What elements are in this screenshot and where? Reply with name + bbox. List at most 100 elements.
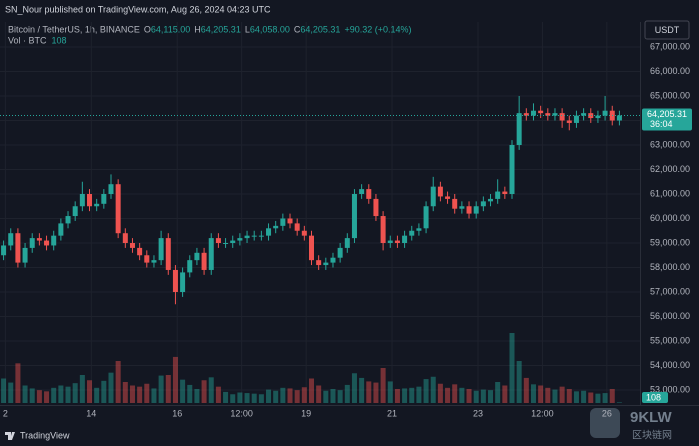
candle-body [230, 240, 236, 244]
volume-bar [595, 393, 601, 403]
legend-value: 64,205.31 [300, 24, 340, 34]
y-tick-label: 53,000.00 [650, 384, 690, 394]
candle-body [308, 235, 315, 261]
candle-body [366, 189, 372, 199]
legend-value: 64,205.31 [201, 24, 241, 34]
volume-bar [373, 382, 379, 403]
volume-bar [545, 387, 551, 403]
volume-bar [273, 390, 279, 403]
volume-bar [409, 387, 415, 403]
volume-bar [402, 388, 408, 403]
candle-body [473, 206, 479, 214]
x-tick-label: 2 [3, 408, 8, 418]
x-tick-label: 14 [86, 408, 96, 418]
candle-body [373, 198, 379, 217]
volume-bar [552, 389, 558, 403]
currency[interactable]: USDT [655, 25, 680, 35]
candle-body [201, 252, 207, 270]
candle-body [437, 186, 443, 197]
legend-value: +90.32 (+0.14%) [344, 24, 411, 34]
candle-body [223, 243, 229, 245]
volume-bar [101, 380, 107, 403]
candle-body [566, 120, 572, 123]
candle-body [480, 201, 486, 207]
price-tag-label: 64,205.31 [647, 109, 687, 119]
volume-bar [416, 386, 422, 403]
volume-bar [187, 384, 193, 403]
volume-bar [566, 389, 572, 403]
volume-bar [473, 390, 479, 403]
volume-bar [538, 385, 544, 403]
volume-bar [337, 390, 343, 403]
volume-bar [223, 391, 229, 403]
candle-body [545, 113, 551, 116]
volume-bar [230, 394, 236, 403]
volume-bar [466, 389, 472, 403]
volume-bar [323, 390, 329, 403]
candle-body [530, 110, 536, 116]
candle-body [488, 198, 494, 202]
price-tag-countdown: 36:04 [650, 119, 673, 129]
candle-body [452, 198, 458, 209]
candle-body [44, 240, 50, 246]
candle-body [273, 225, 279, 229]
volume-bar [251, 393, 257, 403]
volume-bar [602, 393, 608, 403]
candle-body [122, 233, 128, 244]
candle-body [380, 216, 386, 244]
candle-body [616, 115, 622, 121]
volume-bar [1, 378, 7, 403]
volume-bar [215, 386, 221, 403]
volume-bar [452, 384, 458, 403]
publish-header: SN_Nour published on TradingView.com, Au… [5, 4, 271, 14]
candle-body [58, 223, 64, 236]
volume-bar [194, 389, 200, 403]
volume-bar [359, 377, 365, 403]
candle-body [172, 269, 178, 293]
candle-body [445, 196, 451, 199]
volume-bar [308, 378, 315, 403]
volume-bar [87, 380, 93, 403]
candle-body [459, 206, 465, 209]
volume-bar [480, 389, 486, 403]
candle-body [323, 262, 329, 266]
candle-body [552, 113, 558, 116]
footer-bar [0, 426, 699, 446]
volume-bar [573, 391, 579, 403]
volume-bar [280, 387, 286, 403]
candle-body [351, 194, 357, 239]
candle-body [15, 233, 21, 263]
volume-bar [65, 386, 71, 403]
volume-bar [351, 373, 357, 403]
candle-body [87, 194, 93, 207]
candle-body [316, 260, 322, 266]
candle-body [208, 238, 214, 270]
candle-body [165, 238, 171, 270]
volume-bar [72, 383, 78, 403]
candle-body [416, 228, 422, 231]
candle-body [244, 235, 250, 239]
candle-body [79, 194, 85, 207]
candle-body [409, 230, 415, 236]
candle-body [301, 230, 307, 236]
volume-bar [445, 387, 451, 403]
volume-bar [509, 333, 515, 403]
tv-logo [5, 432, 15, 440]
candle-body [194, 252, 200, 261]
volume-bar [301, 387, 307, 403]
x-tick-label: 23 [473, 408, 483, 418]
candle-body [180, 272, 186, 293]
currency-box[interactable] [644, 20, 690, 40]
candle-body [502, 191, 508, 195]
watermark-logo: 9KLW [630, 409, 673, 426]
candle-body [602, 110, 608, 116]
candle-body [137, 247, 143, 256]
volume-bar [244, 393, 250, 403]
volume-bar [129, 385, 135, 403]
volume-bar [459, 387, 465, 403]
volume-bar [488, 390, 494, 403]
volume-bar [51, 387, 57, 403]
candle-body [51, 235, 57, 246]
